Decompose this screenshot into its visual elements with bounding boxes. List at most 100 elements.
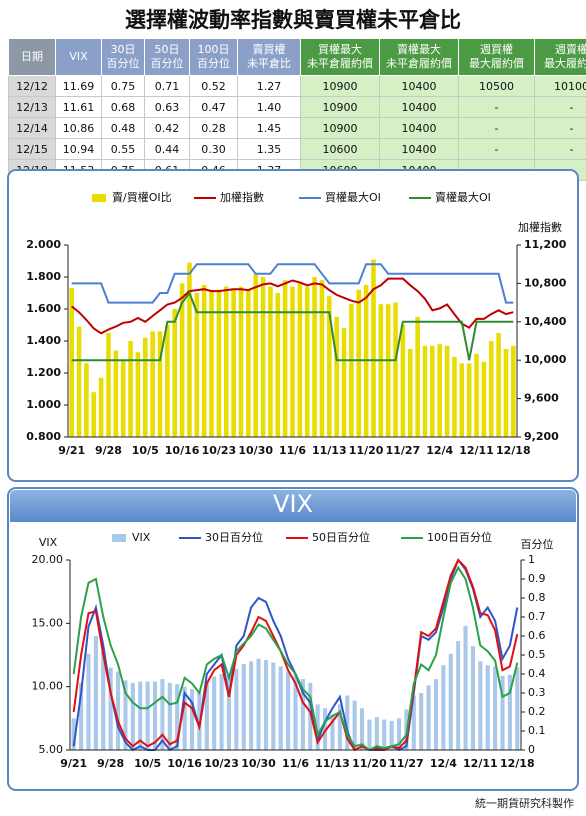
x-tick-label: 9/21 [58, 444, 85, 457]
line [71, 290, 514, 362]
bar [367, 719, 372, 750]
bar [219, 674, 224, 750]
bar [120, 360, 126, 437]
bar [256, 658, 261, 750]
bar [327, 296, 332, 437]
x-tick-label: 12/11 [463, 757, 498, 770]
y2-tick-label: 0.7 [528, 610, 546, 623]
bar [297, 283, 303, 437]
table-header: 日期 VIX 30日 百分位 50日 百分位 100日 百分位 賣買權 未平倉比 買權最大 … [8, 38, 586, 76]
bar [371, 259, 376, 437]
bar [175, 684, 180, 750]
y-tick-label: 20.00 [32, 553, 64, 566]
bar [231, 288, 236, 437]
bar [481, 361, 487, 437]
x-tick-label: 9/21 [60, 757, 87, 770]
bar [152, 681, 158, 750]
table-row: 12/13 11.61 0.68 0.63 0.47 1.40 10900 10400- - [8, 96, 586, 118]
y-tick-label: 1.000 [26, 398, 61, 411]
x-tick-label: 11/6 [282, 757, 309, 770]
summary-table: 日期 VIX 30日 百分位 50日 百分位 100日 百分位 賣買權 未平倉比 買權最大 … [8, 38, 586, 181]
x-tick-label: 11/20 [349, 444, 384, 457]
bar [433, 679, 439, 750]
y2-axis-title: 加權指數 [518, 220, 562, 234]
table-cell: 11.61 [55, 96, 102, 118]
table-cell: - [458, 138, 535, 160]
table-cell: 1.45 [237, 117, 301, 139]
bar [293, 674, 298, 750]
footer: 統一期貨研究科製作 [475, 797, 574, 810]
bar [448, 653, 453, 750]
header-cell: 日期 [8, 38, 56, 76]
table-cell: 11.69 [55, 75, 102, 97]
y2-tick-label: 0.2 [528, 705, 546, 718]
bar [241, 663, 246, 750]
table-cell: 10600 [300, 138, 380, 160]
table-row: 12/12 11.69 0.75 0.71 0.52 1.27 10900 10400 1050… [8, 75, 586, 97]
bar [71, 718, 76, 750]
bar [474, 353, 479, 437]
bar [123, 680, 128, 750]
y-tick-label: 1.200 [26, 366, 61, 379]
bar [349, 304, 354, 437]
line [71, 277, 514, 335]
y-tick-label: 1.800 [26, 270, 61, 283]
y-tick-label: 2.000 [26, 238, 61, 251]
bar [160, 679, 165, 750]
bar [488, 341, 494, 437]
y-tick-label: 1.400 [26, 334, 61, 347]
x-tick-label: 12/18 [500, 757, 535, 770]
x-tick-label: 10/16 [167, 757, 202, 770]
bar [79, 682, 84, 750]
y-tick-label: 0.800 [26, 430, 61, 443]
legend-label: 100日百分位 [427, 530, 492, 544]
bar [145, 681, 150, 750]
bar [456, 641, 461, 750]
bar [515, 667, 520, 750]
table-cell: 0.28 [189, 117, 238, 139]
bar [400, 325, 406, 437]
bar [360, 708, 365, 750]
bar [503, 349, 509, 437]
x-tick-label: 11/13 [312, 444, 347, 457]
bar [234, 668, 239, 750]
header-cell: 賣買權 未平倉比 [237, 38, 301, 76]
bar [143, 337, 148, 437]
y2-tick-label: 10,000 [524, 353, 567, 366]
legend-label: 30日百分位 [205, 530, 263, 544]
bar [275, 293, 281, 437]
x-tick-label: 11/27 [389, 757, 424, 770]
legend-swatch [112, 534, 126, 542]
bar [101, 651, 106, 750]
bar [382, 719, 387, 750]
bar [496, 333, 501, 437]
y2-tick-label: 0.3 [528, 686, 546, 699]
bar [223, 286, 229, 437]
bar [437, 344, 442, 437]
bar [441, 665, 446, 750]
panel [7, 487, 579, 791]
bar [493, 666, 498, 750]
line [72, 565, 519, 752]
bar [470, 646, 475, 750]
table-row: 12/15 10.94 0.55 0.44 0.30 1.35 10600 10400- - [8, 138, 586, 160]
chart-title: VIX [273, 490, 313, 518]
bar [389, 720, 394, 750]
bar [459, 363, 465, 437]
y-tick-label: 1.600 [26, 302, 61, 315]
table-cell: 10.94 [55, 138, 102, 160]
bar [271, 662, 276, 750]
panel-header [10, 490, 576, 522]
x-tick-label: 12/18 [496, 444, 531, 457]
legend-label: 50日百分位 [312, 530, 370, 544]
table-body: 12/12 11.69 0.75 0.71 0.52 1.27 10900 10400 1050… [8, 75, 586, 181]
bar [337, 704, 342, 750]
bar [330, 714, 335, 750]
table-cell: 0.30 [189, 138, 238, 160]
x-tick-label: 11/13 [315, 757, 350, 770]
y2-tick-label: 0 [528, 743, 535, 756]
bar [485, 665, 490, 750]
bar [76, 326, 82, 437]
y2-tick-label: 10,400 [524, 315, 567, 328]
header-cell: 買權最大 未平倉履約價 [300, 38, 380, 76]
